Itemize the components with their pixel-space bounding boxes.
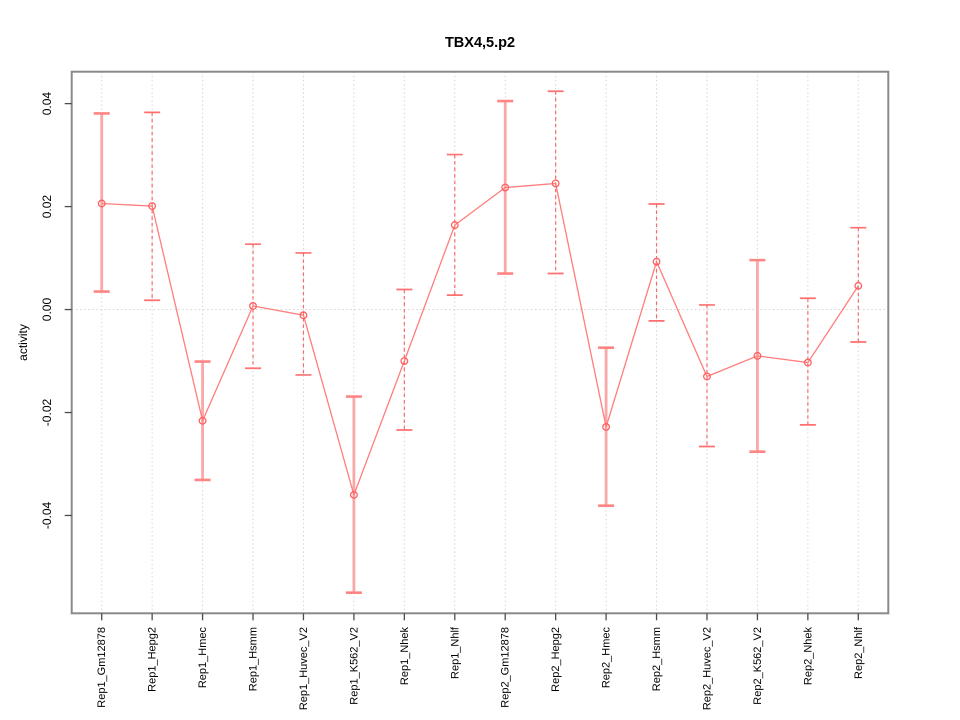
x-tick-label: Rep2_Hmec xyxy=(601,627,613,689)
x-tick-label: Rep2_Huvec_V2 xyxy=(701,627,713,710)
data-point xyxy=(349,490,358,499)
data-point xyxy=(703,372,711,381)
chart-title: TBX4,5.p2 xyxy=(445,35,515,51)
x-tick-label: Rep1_Hmec xyxy=(197,627,209,689)
x-tick-label: Rep2_Nhlf xyxy=(853,626,865,679)
x-tick-label: Rep1_K562_V2 xyxy=(348,627,360,705)
y-tick-label: 0.04 xyxy=(40,92,54,116)
data-point xyxy=(602,422,611,431)
data-point xyxy=(400,357,409,365)
x-tick-label: Rep1_Nhlf xyxy=(449,626,461,679)
x-tick-label: Rep1_Gm12878 xyxy=(96,627,108,708)
data-point xyxy=(753,351,762,360)
grid-layer xyxy=(71,71,889,614)
axis-layer: 0.04 0.02 0.00 -0.02 -0.04 Rep1_Gm12878 Rep1_H… xyxy=(40,70,890,710)
data-point xyxy=(148,202,157,211)
data-point xyxy=(97,199,106,208)
y-tick-label: 0.02 xyxy=(40,195,54,219)
plot-border xyxy=(70,70,890,615)
x-tick-label: Rep2_K562_V2 xyxy=(752,627,764,705)
data-point xyxy=(854,281,863,290)
data-point xyxy=(450,221,459,230)
x-tick-label: Rep1_Huvec_V2 xyxy=(298,627,310,710)
x-tick-label: Rep1_Nhek xyxy=(399,627,411,686)
y-tick-label: -0.04 xyxy=(40,501,54,529)
series-line xyxy=(101,182,859,497)
data-point xyxy=(249,301,257,310)
data-layer xyxy=(93,90,867,595)
x-tick-label: Rep2_Hepg2 xyxy=(550,627,562,692)
data-point xyxy=(652,257,661,266)
data-point xyxy=(803,358,812,367)
x-tick-label: Rep2_Hsmm xyxy=(651,627,663,691)
data-point xyxy=(299,311,308,320)
x-tick-label: Rep2_Gm12878 xyxy=(500,627,512,708)
x-tick-label: Rep1_Hsmm xyxy=(248,627,260,691)
y-axis-label: activity xyxy=(16,324,30,361)
data-point xyxy=(501,183,510,192)
x-tick-label: Rep1_Hepg2 xyxy=(147,627,159,692)
data-point xyxy=(198,416,207,425)
data-point xyxy=(551,179,560,188)
x-tick-label: Rep2_Nhek xyxy=(802,627,814,686)
y-tick-label: 0.00 xyxy=(40,298,54,322)
y-tick-label: -0.02 xyxy=(40,399,54,427)
